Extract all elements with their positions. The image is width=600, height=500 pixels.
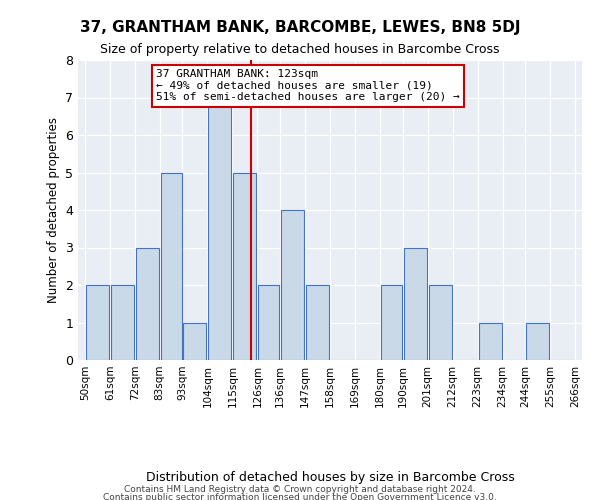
Bar [526,322,549,360]
Bar [233,172,256,360]
Text: Contains public sector information licensed under the Open Government Licence v3: Contains public sector information licen… [103,493,497,500]
Bar [161,172,182,360]
Bar [111,285,134,360]
Bar [281,210,304,360]
Bar [258,285,279,360]
Text: Size of property relative to detached houses in Barcombe Cross: Size of property relative to detached ho… [100,42,500,56]
Bar [404,248,427,360]
Bar [306,285,329,360]
Bar [184,322,206,360]
Bar [381,285,402,360]
Text: Contains HM Land Registry data © Crown copyright and database right 2024.: Contains HM Land Registry data © Crown c… [124,484,476,494]
Text: Distribution of detached houses by size in Barcombe Cross: Distribution of detached houses by size … [146,471,514,484]
Bar [136,248,159,360]
Text: 37, GRANTHAM BANK, BARCOMBE, LEWES, BN8 5DJ: 37, GRANTHAM BANK, BARCOMBE, LEWES, BN8 … [80,20,520,35]
Y-axis label: Number of detached properties: Number of detached properties [47,117,59,303]
Bar [86,285,109,360]
Bar [479,322,502,360]
Bar [208,98,232,360]
Text: 37 GRANTHAM BANK: 123sqm
← 49% of detached houses are smaller (19)
51% of semi-d: 37 GRANTHAM BANK: 123sqm ← 49% of detach… [156,69,460,102]
Bar [428,285,452,360]
